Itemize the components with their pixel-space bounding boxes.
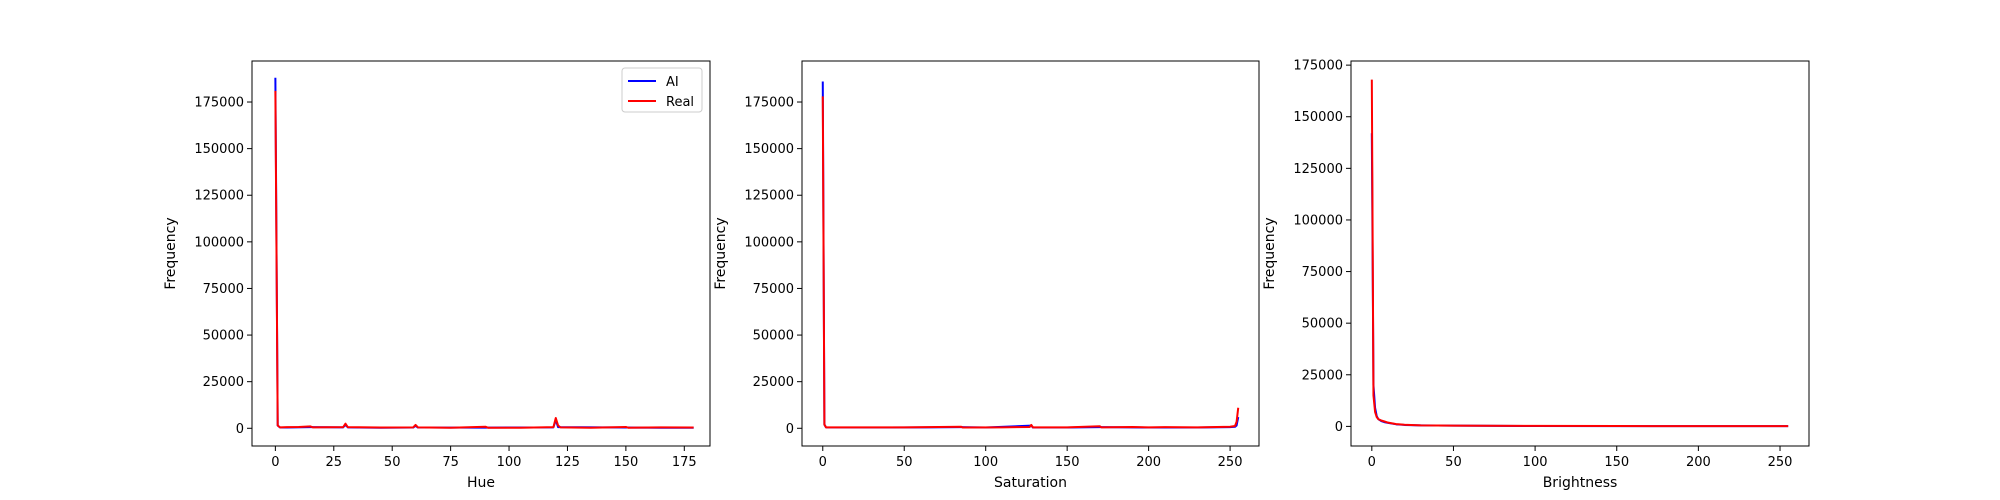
y-tick-label: 150000 [194,142,244,157]
x-tick-label: 200 [1686,455,1711,470]
x-tick-label: 0 [271,455,279,470]
y-tick-label: 175000 [194,96,244,111]
x-tick-label: 100 [973,455,998,470]
x-tick-label: 250 [1218,455,1243,470]
series-line-ai [1370,133,1789,428]
x-tick-label: 175 [672,455,697,470]
y-tick-label: 100000 [744,235,794,250]
x-tick-label: 75 [442,455,459,470]
y-tick-label: 175000 [744,96,794,111]
chart-3: 0 50 100 150 200 250 0 25000 50000 75000 100000 125… [1262,59,1810,491]
y-tick-label: 150000 [744,142,794,157]
x-tick-label: 50 [384,455,401,470]
y-tick-label: 50000 [203,329,244,344]
x-tick-label: 100 [497,455,522,470]
legend-label-real: Real [666,95,694,110]
y-tick-label: 0 [236,422,244,437]
legend-label-ai: AI [666,75,679,90]
plot-frame [251,60,711,447]
y-tick-label: 125000 [1293,162,1343,177]
series-line-real [1370,79,1789,428]
x-tick-label: 150 [1604,455,1629,470]
x-tick-label: 250 [1768,455,1793,470]
series-line-ai [274,77,694,429]
y-tick-label: 50000 [753,329,794,344]
x-axis-label: Brightness [1543,475,1618,491]
x-tick-label: 50 [896,455,913,470]
y-axis-label: Frequency [713,217,729,289]
chart-1: 0 25 50 75 100 125 150 175 0 25000 50000 75000 10000… [163,60,711,491]
y-tick-label: 50000 [1302,317,1343,332]
series-line-real [274,90,694,429]
x-axis-label: Saturation [994,475,1067,491]
y-tick-label: 75000 [203,282,244,297]
y-tick-label: 175000 [1293,59,1343,74]
plot-frame [801,60,1260,447]
y-axis-label: Frequency [1262,217,1278,289]
y-tick-label: 25000 [1302,368,1343,383]
y-tick-label: 150000 [1293,110,1343,125]
series-line-ai [821,81,1240,429]
y-tick-label: 75000 [753,282,794,297]
x-axis-label: Hue [467,475,495,491]
y-tick-label: 25000 [753,375,794,390]
y-tick-label: 25000 [203,375,244,390]
y-tick-label: 0 [786,422,794,437]
chart-2: 0 50 100 150 200 250 0 25000 50000 75000 100000 125… [713,60,1260,491]
y-axis-label: Frequency [163,217,179,289]
y-tick-label: 0 [1335,420,1343,435]
y-tick-label: 100000 [1293,213,1343,228]
y-tick-label: 100000 [194,235,244,250]
legend: AI Real [621,67,703,113]
plot-frame [1350,60,1810,447]
x-tick-label: 25 [326,455,343,470]
y-tick-label: 125000 [194,189,244,204]
x-tick-label: 50 [1445,455,1462,470]
x-tick-label: 100 [1523,455,1548,470]
x-tick-label: 150 [1055,455,1080,470]
x-tick-label: 125 [555,455,580,470]
x-tick-label: 0 [819,455,827,470]
x-tick-label: 200 [1136,455,1161,470]
y-tick-label: 125000 [744,189,794,204]
x-tick-label: 0 [1368,455,1376,470]
y-tick-label: 75000 [1302,265,1343,280]
x-tick-label: 150 [613,455,638,470]
series-line-real [821,96,1240,429]
